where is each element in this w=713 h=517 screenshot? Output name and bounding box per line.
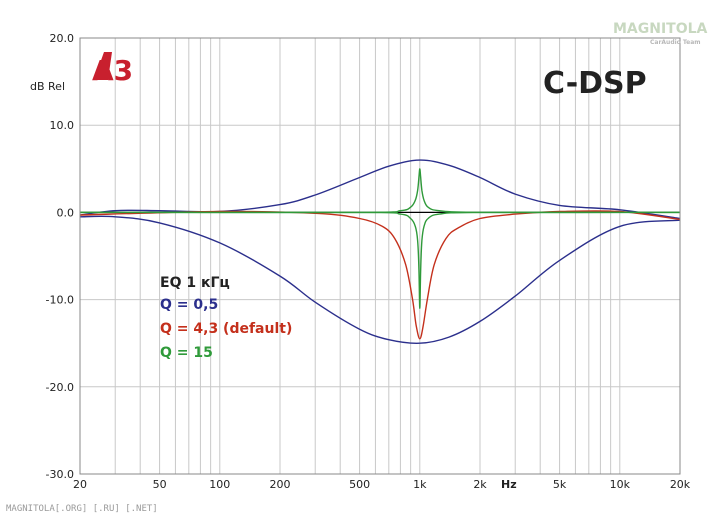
tick-labels: 20 50 100 200 500 1k 2k 5k 10k 20k 20.0 10.0 0.0 -10.…: [46, 32, 691, 491]
legend-entry-q-0-5: Q = 0,5: [160, 297, 218, 313]
series-lines: [79, 159, 681, 344]
series-curve: [79, 159, 681, 220]
plot-frame: [79, 37, 681, 475]
series-curve: [79, 215, 681, 344]
legend-title: EQ 1 кГц: [160, 275, 230, 291]
x-tick-label: 20k: [670, 478, 691, 491]
y-tick-label: 10.0: [50, 119, 75, 132]
x-tick-label: 5k: [553, 478, 567, 491]
legend: EQ 1 кГц Q = 0,5 Q = 4,3 (default) Q = 1…: [160, 275, 292, 361]
y-tick-label: -30.0: [46, 468, 74, 481]
watermark-sub: CarAudio Team: [650, 39, 701, 46]
series-curve: [79, 168, 681, 214]
legend-entry-q-4-3: Q = 4,3 (default): [160, 321, 292, 337]
x-tick-label: 10k: [610, 478, 631, 491]
x-tick-label: 2k: [473, 478, 487, 491]
y-tick-label: 0.0: [57, 206, 75, 219]
y-axis-label: dB Rel: [30, 80, 65, 93]
series-curve: [79, 211, 681, 310]
x-tick-label: 500: [349, 478, 370, 491]
x-tick-label: 100: [209, 478, 230, 491]
watermark: MAGNITOLA CarAudio Team: [613, 21, 708, 46]
footer-text: MAGNITOLA[.ORG] [.RU] [.NET]: [6, 504, 158, 514]
x-tick-label: 1k: [413, 478, 427, 491]
chart-title: C-DSP: [543, 66, 647, 101]
watermark-name: MAGNITOLA: [613, 21, 708, 37]
series-curve: [79, 210, 681, 340]
y-tick-label: 20.0: [50, 32, 75, 45]
a3-logo-text: A3: [92, 54, 133, 87]
x-tick-label: 20: [73, 478, 87, 491]
y-tick-label: -20.0: [46, 381, 74, 394]
x-axis-label: Hz: [501, 478, 517, 491]
a3-logo-badge: A3: [92, 52, 133, 87]
grid-lines: [79, 37, 681, 475]
y-tick-label: -10.0: [46, 294, 74, 307]
legend-entry-q-15: Q = 15: [160, 345, 213, 361]
x-tick-label: 50: [153, 478, 167, 491]
x-tick-label: 200: [270, 478, 291, 491]
